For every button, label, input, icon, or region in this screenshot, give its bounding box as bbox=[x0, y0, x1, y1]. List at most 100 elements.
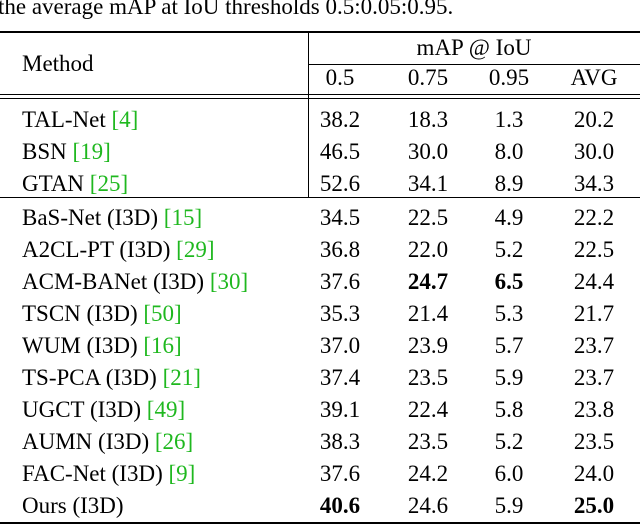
value-cell: 5.3 bbox=[494, 301, 524, 326]
value-cell: 37.4 bbox=[319, 365, 361, 390]
citation[interactable]: [29] bbox=[176, 237, 215, 262]
method-cell: BSN [19] bbox=[22, 139, 111, 165]
value-cell: 4.9 bbox=[494, 205, 524, 230]
header-rule bbox=[308, 64, 640, 65]
value-cell: 20.2 bbox=[573, 107, 615, 132]
value-cell: 23.5 bbox=[407, 429, 449, 454]
method-cell: ACM-BANet (I3D) [30] bbox=[22, 269, 248, 295]
citation[interactable]: [30] bbox=[209, 269, 249, 294]
method: TAL-Net bbox=[22, 107, 106, 132]
method-cell: UGCT (I3D) [49] bbox=[22, 397, 185, 423]
value-cell: 18.3 bbox=[407, 107, 449, 132]
value-cell: 37.6 bbox=[319, 461, 361, 486]
value-cell: 23.5 bbox=[407, 365, 449, 390]
value-cell: 8.9 bbox=[494, 171, 524, 196]
method: BSN bbox=[22, 139, 67, 164]
column-header: AVG bbox=[570, 65, 618, 90]
value-cell: 23.9 bbox=[407, 333, 449, 358]
citation[interactable]: [16] bbox=[143, 333, 182, 358]
method: TS-PCA (I3D) bbox=[22, 365, 157, 390]
value-cell: 30.0 bbox=[573, 139, 615, 164]
method: TSCN (I3D) bbox=[22, 301, 138, 326]
value-cell: 5.2 bbox=[494, 237, 524, 262]
value-cell: 39.1 bbox=[319, 397, 361, 422]
method: ACM-BANet (I3D) bbox=[22, 269, 205, 294]
value-cell: 34.3 bbox=[573, 171, 615, 196]
value-cell: 37.6 bbox=[319, 269, 361, 294]
method: BaS-Net (I3D) bbox=[22, 205, 159, 230]
method: GTAN bbox=[22, 171, 85, 196]
value-cell: 37.0 bbox=[319, 333, 361, 358]
citation[interactable]: [4] bbox=[111, 107, 139, 132]
method: Ours (I3D) bbox=[22, 493, 124, 518]
value-cell: 21.7 bbox=[573, 301, 615, 326]
method: FAC-Net (I3D) bbox=[22, 461, 163, 486]
value-cell: 23.7 bbox=[573, 365, 615, 390]
value-cell: 40.6 bbox=[319, 493, 361, 518]
value-cell: 23.7 bbox=[573, 333, 615, 358]
value-cell: 24.7 bbox=[407, 269, 449, 294]
value-cell: 52.6 bbox=[319, 171, 361, 196]
citation[interactable]: [26] bbox=[154, 429, 194, 454]
method-cell: FAC-Net (I3D) [9] bbox=[22, 461, 195, 487]
head-rule-2 bbox=[0, 98, 640, 99]
value-cell: 34.1 bbox=[407, 171, 449, 196]
value-cell: 5.7 bbox=[494, 333, 524, 358]
method-header: Method bbox=[22, 51, 94, 76]
method-cell: TSCN (I3D) [50] bbox=[22, 301, 182, 327]
method-cell: TS-PCA (I3D) [21] bbox=[22, 365, 201, 391]
value-cell: 5.9 bbox=[494, 365, 524, 390]
method-cell: BaS-Net (I3D) [15] bbox=[22, 205, 202, 231]
value-cell: 22.5 bbox=[573, 237, 615, 262]
method: UGCT (I3D) bbox=[22, 397, 142, 422]
value-cell: 35.3 bbox=[319, 301, 361, 326]
value-cell: 23.5 bbox=[573, 429, 615, 454]
bottom-rule bbox=[0, 522, 640, 524]
method-cell: A2CL-PT (I3D) [29] bbox=[22, 237, 215, 263]
citation[interactable]: [9] bbox=[168, 461, 196, 486]
group-header: mAP @ IoU bbox=[416, 35, 532, 60]
value-cell: 21.4 bbox=[407, 301, 449, 326]
method-cell: Ours (I3D) bbox=[22, 493, 124, 519]
value-cell: 30.0 bbox=[407, 139, 449, 164]
value-cell: 6.0 bbox=[494, 461, 524, 486]
value-cell: 5.2 bbox=[494, 429, 524, 454]
citation[interactable]: [25] bbox=[89, 171, 129, 196]
value-cell: 24.2 bbox=[407, 461, 449, 486]
value-cell: 24.6 bbox=[407, 493, 449, 518]
value-cell: 22.4 bbox=[407, 397, 449, 422]
value-cell: 38.2 bbox=[319, 107, 361, 132]
column-header: 0.5 bbox=[325, 65, 355, 90]
method: A2CL-PT (I3D) bbox=[22, 237, 171, 262]
column-header: 0.75 bbox=[407, 65, 449, 90]
value-cell: 24.0 bbox=[573, 461, 615, 486]
value-cell: 5.9 bbox=[494, 493, 524, 518]
column-rule bbox=[308, 32, 309, 198]
citation[interactable]: [19] bbox=[72, 139, 111, 164]
value-cell: 24.4 bbox=[573, 269, 615, 294]
method-cell: WUM (I3D) [16] bbox=[22, 333, 182, 359]
method-cell: AUMN (I3D) [26] bbox=[22, 429, 193, 455]
value-cell: 22.5 bbox=[407, 205, 449, 230]
citation[interactable]: [50] bbox=[143, 301, 182, 326]
citation[interactable]: [15] bbox=[163, 205, 203, 230]
method: AUMN (I3D) bbox=[22, 429, 150, 454]
method-cell: GTAN [25] bbox=[22, 171, 128, 197]
value-cell: 34.5 bbox=[319, 205, 361, 230]
citation[interactable]: [49] bbox=[146, 397, 186, 422]
value-cell: 8.0 bbox=[494, 139, 524, 164]
value-cell: 46.5 bbox=[319, 139, 361, 164]
column-header: 0.95 bbox=[488, 65, 530, 90]
head-rule-1 bbox=[0, 94, 640, 95]
value-cell: 38.3 bbox=[319, 429, 361, 454]
group-rule bbox=[0, 197, 640, 198]
value-cell: 5.8 bbox=[494, 397, 524, 422]
citation[interactable]: [21] bbox=[162, 365, 201, 390]
value-cell: 36.8 bbox=[319, 237, 361, 262]
value-cell: 25.0 bbox=[573, 493, 615, 518]
value-cell: 6.5 bbox=[494, 269, 524, 294]
value-cell: 1.3 bbox=[494, 107, 524, 132]
value-cell: 22.2 bbox=[573, 205, 615, 230]
value-cell: 23.8 bbox=[573, 397, 615, 422]
